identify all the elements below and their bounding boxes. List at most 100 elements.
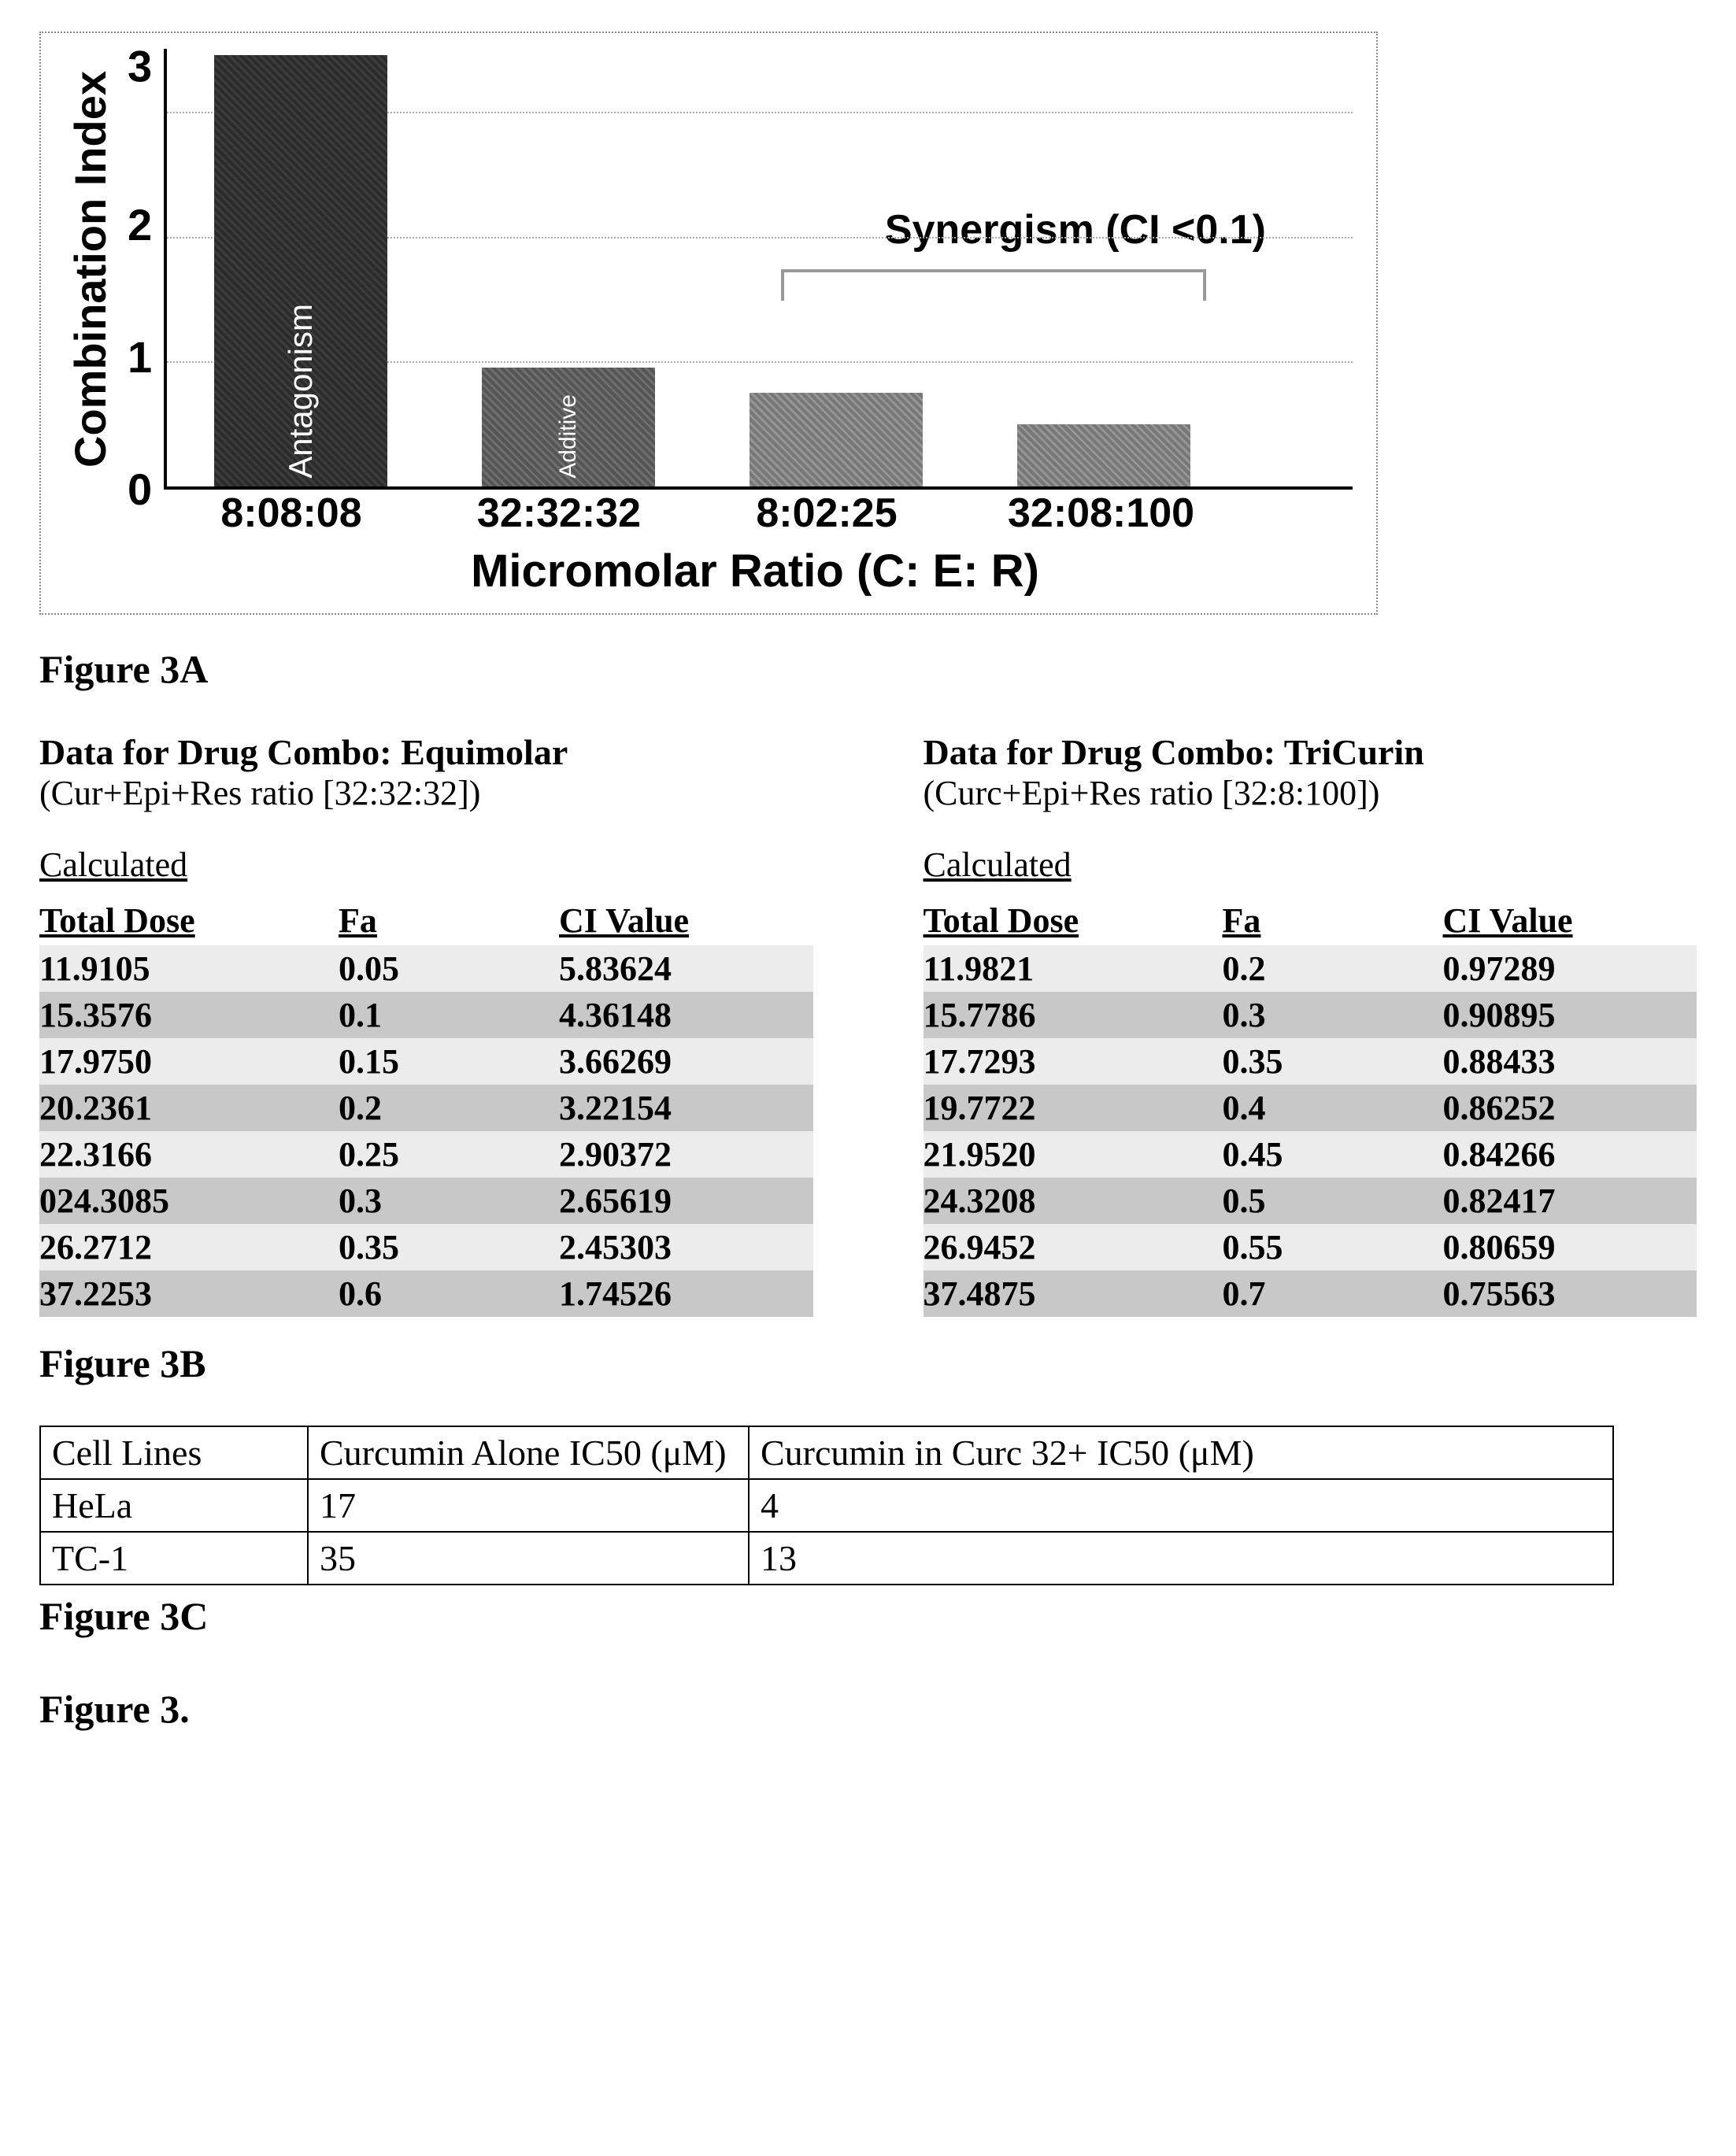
- table-row: 20.23610.23.22154: [39, 1085, 813, 1131]
- cell: 0.55: [1223, 1227, 1443, 1267]
- cell: 26.2712: [39, 1227, 339, 1267]
- cell: 37.4875: [924, 1274, 1223, 1314]
- cell: 0.1: [339, 995, 559, 1035]
- tricurin-column: Data for Drug Combo: TriCurin (Curc+Epi+…: [924, 731, 1697, 1317]
- cell: 21.9520: [924, 1134, 1223, 1174]
- cell: 4: [749, 1479, 1613, 1532]
- col-header: Curcumin Alone IC50 (μM): [308, 1426, 749, 1479]
- bar: [1017, 424, 1190, 486]
- cell: 0.35: [339, 1227, 559, 1267]
- cell: 17.7293: [924, 1041, 1223, 1082]
- equimolar-calc-label: Calculated: [39, 845, 813, 885]
- cell: 20.2361: [39, 1088, 339, 1128]
- cell: 24.3208: [924, 1181, 1223, 1221]
- bar-inner-label: Antagonism: [282, 304, 320, 479]
- cell: 22.3166: [39, 1134, 339, 1174]
- cell: 0.82417: [1443, 1181, 1697, 1221]
- col-header: CI Value: [559, 900, 813, 941]
- cell: 0.7: [1223, 1274, 1443, 1314]
- table-row: 24.32080.50.82417: [924, 1178, 1697, 1224]
- cell: 0.6: [339, 1274, 559, 1314]
- cell: 0.88433: [1443, 1041, 1697, 1082]
- cell: 0.2: [339, 1088, 559, 1128]
- cell: 2.90372: [559, 1134, 813, 1174]
- bar: Additive: [482, 368, 655, 486]
- cell: 11.9821: [924, 949, 1223, 989]
- cell: 0.15: [339, 1041, 559, 1082]
- figure-3b-caption: Figure 3B: [39, 1341, 1697, 1386]
- plot-area: Synergism (CI <0.1) AntagonismAdditive: [164, 49, 1353, 490]
- x-axis-ticks: 8:08:08 32:32:32 8:02:25 32:08:100: [157, 490, 1353, 537]
- col-header: Total Dose: [924, 900, 1223, 941]
- cell: 13: [749, 1532, 1613, 1585]
- table-row: 11.91050.055.83624: [39, 945, 813, 992]
- table-row: 17.97500.153.66269: [39, 1038, 813, 1085]
- x-tick: 32:08:100: [1008, 490, 1181, 537]
- cell: 0.5: [1223, 1181, 1443, 1221]
- data-tables-row: Data for Drug Combo: Equimolar (Cur+Epi+…: [39, 731, 1697, 1317]
- cell: 4.36148: [559, 995, 813, 1035]
- cell: 11.9105: [39, 949, 339, 989]
- cell: 26.9452: [924, 1227, 1223, 1267]
- x-tick: 8:08:08: [205, 490, 378, 537]
- cell: 0.86252: [1443, 1088, 1697, 1128]
- cell: 3.22154: [559, 1088, 813, 1128]
- equimolar-header: Total Dose Fa CI Value: [39, 900, 813, 941]
- cell: 024.3085: [39, 1181, 339, 1221]
- cell: 0.90895: [1443, 995, 1697, 1035]
- table-row: 26.27120.352.45303: [39, 1224, 813, 1270]
- y-tick: 0: [128, 468, 152, 512]
- x-tick: 32:32:32: [472, 490, 646, 537]
- y-axis-ticks: 3 2 1 0: [124, 49, 164, 490]
- y-tick: 2: [128, 203, 152, 247]
- col-header: Curcumin in Curc 32+ IC50 (μM): [749, 1426, 1613, 1479]
- figure-3-caption: Figure 3.: [39, 1686, 1697, 1732]
- cell: 19.7722: [924, 1088, 1223, 1128]
- bar: Antagonism: [214, 55, 387, 486]
- col-header: CI Value: [1443, 900, 1697, 941]
- figure-3a-caption: Figure 3A: [39, 646, 1697, 692]
- cell: 0.35: [1223, 1041, 1443, 1082]
- cell: 2.65619: [559, 1181, 813, 1221]
- cell: 0.75563: [1443, 1274, 1697, 1314]
- col-header: Cell Lines: [40, 1426, 308, 1479]
- table-row: 15.35760.14.36148: [39, 992, 813, 1038]
- tricurin-header: Total Dose Fa CI Value: [924, 900, 1697, 941]
- tricurin-subtitle: (Curc+Epi+Res ratio [32:8:100]): [924, 773, 1697, 813]
- cell: 1.74526: [559, 1274, 813, 1314]
- table-row: 19.77220.40.86252: [924, 1085, 1697, 1131]
- tricurin-calc-label: Calculated: [924, 845, 1697, 885]
- cell: 35: [308, 1532, 749, 1585]
- cell: HeLa: [40, 1479, 308, 1532]
- cell: 0.3: [339, 1181, 559, 1221]
- table-row: 15.77860.30.90895: [924, 992, 1697, 1038]
- y-tick: 3: [128, 44, 152, 88]
- table-row: 37.48750.70.75563: [924, 1270, 1697, 1317]
- x-tick: 8:02:25: [740, 490, 913, 537]
- table-row: HeLa 17 4: [40, 1479, 1613, 1532]
- equimolar-title: Data for Drug Combo: Equimolar: [39, 731, 813, 773]
- cell: 0.84266: [1443, 1134, 1697, 1174]
- cell: 5.83624: [559, 949, 813, 989]
- cell: 0.3: [1223, 995, 1443, 1035]
- x-axis-label: Micromolar Ratio (C: E: R): [157, 545, 1353, 597]
- cell: 0.25: [339, 1134, 559, 1174]
- table-row: 21.95200.450.84266: [924, 1131, 1697, 1178]
- cell: 3.66269: [559, 1041, 813, 1082]
- table-row: 11.98210.20.97289: [924, 945, 1697, 992]
- cell: 0.45: [1223, 1134, 1443, 1174]
- cell: 15.7786: [924, 995, 1223, 1035]
- cell: 17: [308, 1479, 749, 1532]
- bar-inner-label: Additive: [555, 394, 582, 479]
- bars-row: Antagonism Additive: [167, 49, 1353, 486]
- cell: 37.2253: [39, 1274, 339, 1314]
- cell: 0.97289: [1443, 949, 1697, 989]
- equimolar-rows: 11.91050.055.8362415.35760.14.3614817.97…: [39, 945, 813, 1317]
- y-axis-label: Combination Index: [57, 49, 124, 490]
- cell: 17.9750: [39, 1041, 339, 1082]
- tricurin-rows: 11.98210.20.9728915.77860.30.9089517.729…: [924, 945, 1697, 1317]
- cell: TC-1: [40, 1532, 308, 1585]
- table-row: TC-1 35 13: [40, 1532, 1613, 1585]
- table-row: 17.72930.350.88433: [924, 1038, 1697, 1085]
- chart-frame: Combination Index 3 2 1 0 Synergism (CI …: [39, 31, 1378, 615]
